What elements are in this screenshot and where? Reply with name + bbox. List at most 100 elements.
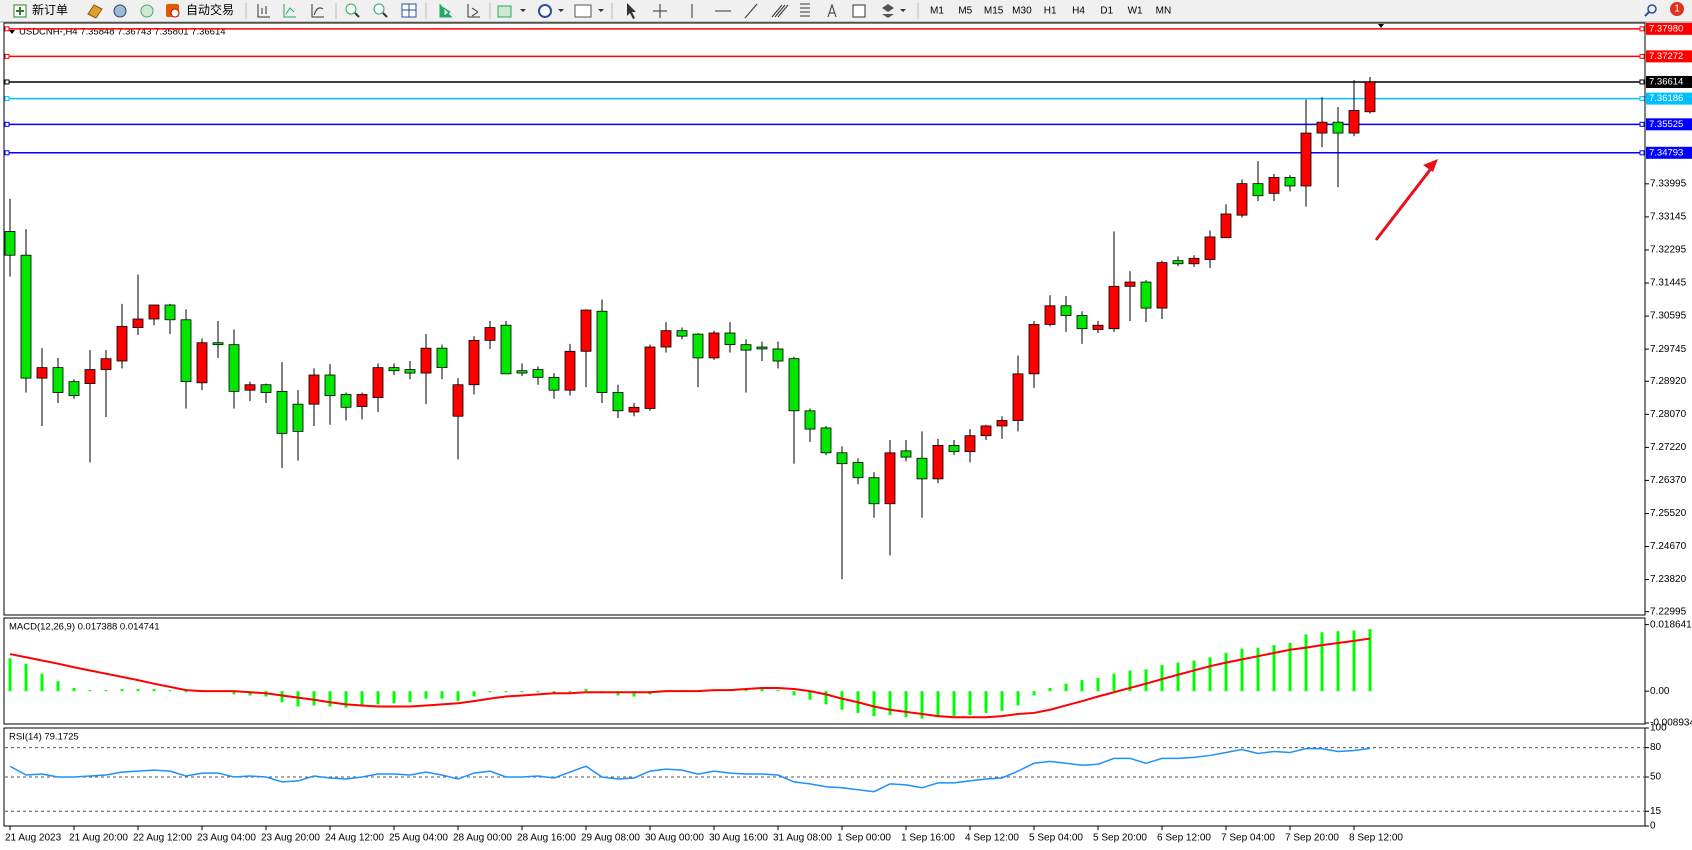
x-tick-label: 30 Aug 00:00 [645,833,704,844]
macd-bar [1336,631,1340,692]
candle-body [788,358,800,412]
y-tick-label: 7.32295 [1650,245,1687,256]
icon[interactable] [439,4,452,18]
macd-bar [296,691,300,707]
candle-body [996,420,1008,427]
timeframe-button[interactable]: H4 [1072,6,1085,17]
cursor-tool[interactable] [627,3,636,19]
macd-bar [8,658,12,692]
macd-bar [792,691,796,696]
templates[interactable] [574,4,592,18]
candle-body [612,392,624,412]
icon[interactable] [311,4,324,18]
candle-body [132,318,144,328]
crosshair-tool[interactable] [653,4,667,18]
candle-body [1172,260,1184,265]
y-tick-label: 7.28920 [1650,376,1687,387]
macd-bar [1304,634,1308,692]
timeframe-button[interactable]: M1 [930,6,944,17]
x-tick-label: 5 Sep 04:00 [1029,833,1083,844]
candle-body [756,346,768,350]
macd-bar [984,691,988,713]
notification-badge[interactable] [1670,2,1684,16]
macd-bar [376,691,380,705]
y-tick-label: 7.29745 [1650,344,1687,355]
search-icon[interactable] [1647,4,1657,14]
symbol-menu-arrow[interactable] [9,30,15,34]
indicators[interactable] [497,5,512,18]
icon[interactable] [140,4,154,18]
new-order-button[interactable]: 新订单 [13,2,68,18]
macd-bar [472,691,476,697]
candle-body [884,452,896,505]
level-label-box [1646,75,1692,88]
icon[interactable] [257,4,270,18]
icon[interactable] [354,12,360,18]
timeframe-button[interactable]: M30 [1012,6,1032,17]
trendline-tool[interactable] [744,3,758,19]
timeframe-button[interactable]: MN [1156,6,1172,17]
icon[interactable] [87,4,103,19]
macd-bar [1256,647,1260,692]
dropdown[interactable] [558,9,564,12]
timeframe-button[interactable]: M5 [958,6,972,17]
candle-body [52,367,64,393]
y-tick-label: 50 [1650,772,1662,783]
level-handle [1639,53,1645,59]
y-tick-label: 7.25520 [1650,508,1687,519]
macd-bar [776,690,780,692]
candle-body [388,367,400,372]
zoom-out[interactable] [373,3,385,15]
candle-body [948,445,960,453]
candle-body [260,384,272,393]
periods[interactable] [538,4,552,18]
macd-bar [632,691,636,697]
icon[interactable] [402,4,416,17]
icon[interactable] [467,4,480,18]
candle-body [148,304,160,320]
search-icon[interactable] [1644,11,1650,17]
auto-trading-label[interactable]: 自动交易 [186,2,234,17]
fibo-tool[interactable] [800,3,810,17]
icon[interactable] [382,12,388,18]
arrows-tool[interactable] [882,4,894,18]
dropdown[interactable] [598,9,604,12]
candle-body [116,325,128,362]
y-tick-label: 7.26370 [1650,475,1687,486]
macd-bar [504,691,508,693]
timeframe-button[interactable]: H1 [1044,6,1057,17]
candle-body [516,370,528,374]
dropdown[interactable] [900,9,906,12]
macd-bar [168,690,172,692]
channel-tool[interactable] [771,4,789,18]
dropdown[interactable] [520,9,526,12]
level-handle [1639,150,1645,156]
icon[interactable] [283,4,296,18]
toolbar [0,0,1692,22]
timeframe-button[interactable]: M15 [984,6,1004,17]
x-tick-label: 28 Aug 00:00 [453,833,512,844]
zoom-in[interactable] [345,3,357,15]
timeframe-button[interactable]: W1 [1128,6,1143,17]
level-label-box [1646,92,1692,105]
candle-body [20,254,32,379]
text-tool[interactable] [827,3,837,18]
macd-bar [280,691,284,703]
candle-body [1204,236,1216,260]
candle-body [1012,373,1024,421]
timeframe-button[interactable]: D1 [1100,6,1113,17]
new-order-label[interactable]: 新订单 [32,2,68,17]
macd-bar [888,691,892,716]
x-tick-label: 7 Sep 04:00 [1221,833,1275,844]
level-label: 7.37272 [1649,51,1683,62]
icon[interactable] [113,4,127,18]
label-tool[interactable] [852,4,866,18]
badge-count[interactable]: 1 [1674,4,1680,15]
level-label-box [1646,22,1692,35]
macd-bar [72,687,76,692]
macd-bar [184,691,188,693]
candle-body [1140,281,1152,309]
macd-bar [456,691,460,702]
auto-trading-button[interactable]: 自动交易 [166,2,234,18]
x-tick-label: 1 Sep 00:00 [837,833,891,844]
